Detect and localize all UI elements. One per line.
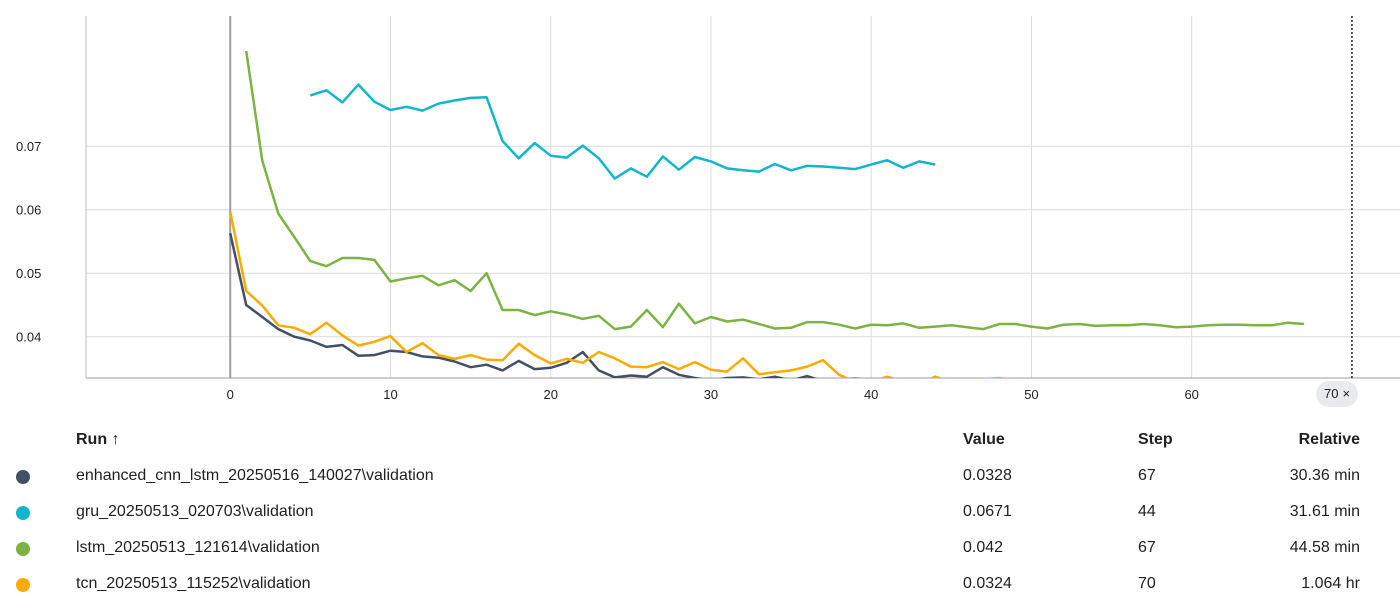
run-column-header[interactable]: Run ↑ [76,431,120,448]
run-value: 0.0671 [963,503,1012,520]
x-tick-label: 50 [1024,387,1038,402]
run-step: 67 [1138,467,1156,484]
y-tick-label: 0.04 [16,330,41,345]
y-tick-label: 0.05 [16,266,41,281]
run-name: gru_20250513_020703\validation [76,503,314,520]
run-value: 0.0324 [963,575,1012,592]
table-header: Run ↑ Value Step Relative [0,422,1400,458]
run-step: 44 [1138,503,1156,520]
run-color-dot [16,578,30,592]
run-color-dot [16,506,30,520]
series-line-2[interactable] [244,50,1305,331]
run-name: enhanced_cnn_lstm_20250516_140027\valida… [76,467,434,484]
run-relative: 1.064 hr [1301,575,1360,592]
series-line-3[interactable] [228,211,1352,386]
series-line-1[interactable] [309,83,936,180]
x-tick-label: 60 [1184,387,1198,402]
x-tick-label: 20 [543,387,557,402]
series-line-0[interactable] [228,232,1304,383]
axes: 0.04 0.05 0.06 0.07 0 10 20 30 40 50 60 [16,16,1400,402]
table-row[interactable]: tcn_20250513_115252\validation 0.0324 70 1.… [0,566,1400,602]
run-name: lstm_20250513_121614\validation [76,539,320,556]
run-name: tcn_20250513_115252\validation [76,575,311,592]
run-color-dot [16,542,30,556]
table-row[interactable]: enhanced_cnn_lstm_20250516_140027\valida… [0,458,1400,494]
step-column-header[interactable]: Step [1138,431,1173,448]
line-chart[interactable]: 0.04 0.05 0.06 0.07 0 10 20 30 40 50 60 [0,0,1400,420]
run-step: 67 [1138,539,1156,556]
y-tick-label: 0.06 [16,203,41,218]
x-tick-label: 30 [704,387,718,402]
close-icon[interactable]: × [1342,386,1351,401]
x-tick-label: 40 [864,387,878,402]
run-relative: 44.58 min [1289,539,1360,556]
series-lines [228,50,1352,386]
step-cursor-label: 70 [1324,386,1339,401]
run-relative: 31.61 min [1289,503,1360,520]
relative-column-header[interactable]: Relative [1298,431,1360,448]
grid [86,16,1400,378]
run-relative: 30.36 min [1289,467,1360,484]
run-value: 0.0328 [963,467,1012,484]
run-value: 0.042 [963,539,1004,556]
run-color-dot [16,470,30,484]
run-step: 70 [1138,575,1156,592]
table-row[interactable]: gru_20250513_020703\validation 0.0671 44 31… [0,494,1400,530]
y-tick-label: 0.07 [16,139,41,154]
x-tick-label: 0 [227,387,234,402]
x-tick-label: 10 [383,387,397,402]
value-column-header[interactable]: Value [963,431,1005,448]
step-cursor-badge[interactable]: 70 × [1316,381,1359,407]
table-row[interactable]: lstm_20250513_121614\validation 0.042 67 44… [0,530,1400,566]
